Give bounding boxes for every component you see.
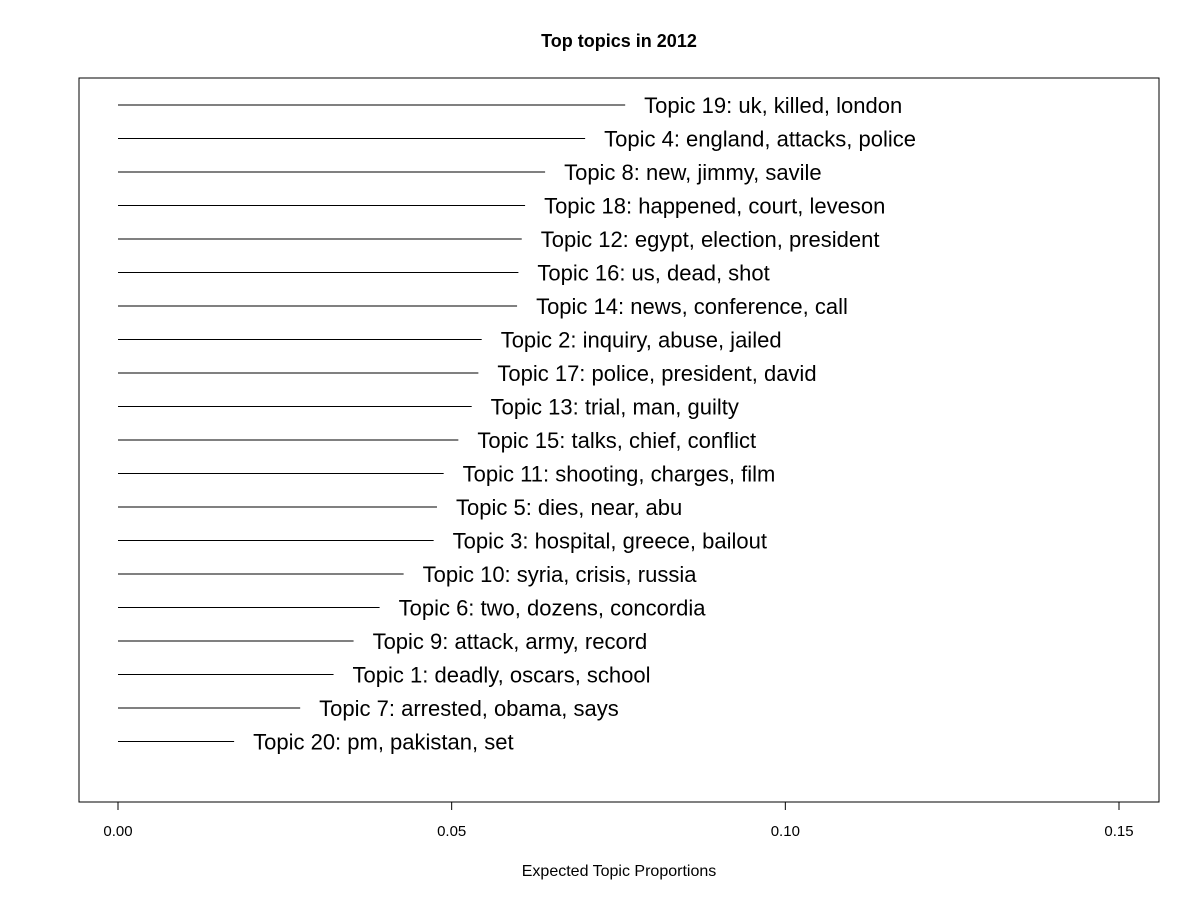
bar-label: Topic 9: attack, army, record (373, 629, 648, 654)
bar-label: Topic 8: new, jimmy, savile (564, 160, 822, 185)
bar-label: Topic 2: inquiry, abuse, jailed (501, 328, 782, 353)
bar-label: Topic 5: dies, near, abu (456, 495, 682, 520)
x-axis-label: Expected Topic Proportions (522, 863, 716, 880)
bar-label: Topic 14: news, conference, call (536, 294, 848, 319)
x-tick-label: 0.00 (103, 823, 132, 840)
bar-label: Topic 19: uk, killed, london (644, 93, 902, 118)
bar-label: Topic 7: arrested, obama, says (319, 696, 619, 721)
bar-label: Topic 17: police, president, david (497, 361, 816, 386)
bar-label: Topic 20: pm, pakistan, set (253, 730, 513, 755)
x-tick-label: 0.15 (1104, 823, 1133, 840)
bar-label: Topic 12: egypt, election, president (541, 227, 880, 252)
bar-label: Topic 13: trial, man, guilty (491, 395, 739, 420)
chart-title: Top topics in 2012 (541, 31, 697, 51)
x-axis: 0.00 0.05 0.10 0.15 (103, 801, 1134, 840)
bar-label: Topic 1: deadly, oscars, school (353, 663, 651, 688)
bar-label: Topic 10: syria, crisis, russia (423, 562, 698, 587)
bar-label: Topic 15: talks, chief, conflict (477, 428, 756, 453)
x-tick-label: 0.05 (437, 823, 466, 840)
bar-label: Topic 4: england, attacks, police (604, 127, 916, 152)
bar-label: Topic 3: hospital, greece, bailout (453, 529, 767, 554)
bar-label: Topic 6: two, dozens, concordia (399, 596, 707, 621)
bar-label: Topic 18: happened, court, leveson (544, 194, 885, 219)
bars: Topic 19: uk, killed, london Topic 4: eng… (118, 93, 916, 755)
bar-label: Topic 16: us, dead, shot (537, 261, 769, 286)
bar-label: Topic 11: shooting, charges, film (463, 462, 776, 487)
x-tick-label: 0.10 (771, 823, 800, 840)
